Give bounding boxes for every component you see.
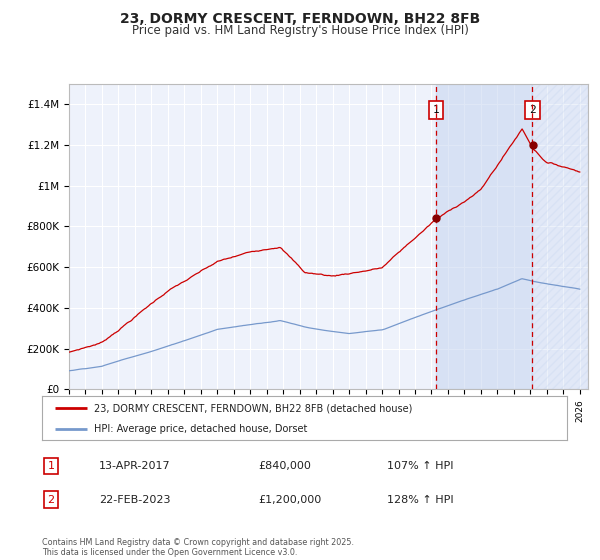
- Text: Contains HM Land Registry data © Crown copyright and database right 2025.
This d: Contains HM Land Registry data © Crown c…: [42, 538, 354, 557]
- Text: 2: 2: [529, 105, 536, 115]
- Text: Price paid vs. HM Land Registry's House Price Index (HPI): Price paid vs. HM Land Registry's House …: [131, 24, 469, 36]
- Text: £840,000: £840,000: [258, 461, 311, 471]
- Bar: [436, 84, 532, 389]
- Text: 23, DORMY CRESCENT, FERNDOWN, BH22 8FB (detached house): 23, DORMY CRESCENT, FERNDOWN, BH22 8FB (…: [95, 403, 413, 413]
- Text: 13-APR-2017: 13-APR-2017: [99, 461, 170, 471]
- Text: 2: 2: [47, 494, 55, 505]
- Text: 107% ↑ HPI: 107% ↑ HPI: [387, 461, 454, 471]
- Text: £1,200,000: £1,200,000: [258, 494, 321, 505]
- Text: 1: 1: [47, 461, 55, 471]
- Text: HPI: Average price, detached house, Dorset: HPI: Average price, detached house, Dors…: [95, 424, 308, 433]
- Text: 23, DORMY CRESCENT, FERNDOWN, BH22 8FB: 23, DORMY CRESCENT, FERNDOWN, BH22 8FB: [120, 12, 480, 26]
- Bar: [532, 84, 588, 389]
- Text: 1: 1: [433, 105, 439, 115]
- Text: 22-FEB-2023: 22-FEB-2023: [99, 494, 170, 505]
- Text: 128% ↑ HPI: 128% ↑ HPI: [387, 494, 454, 505]
